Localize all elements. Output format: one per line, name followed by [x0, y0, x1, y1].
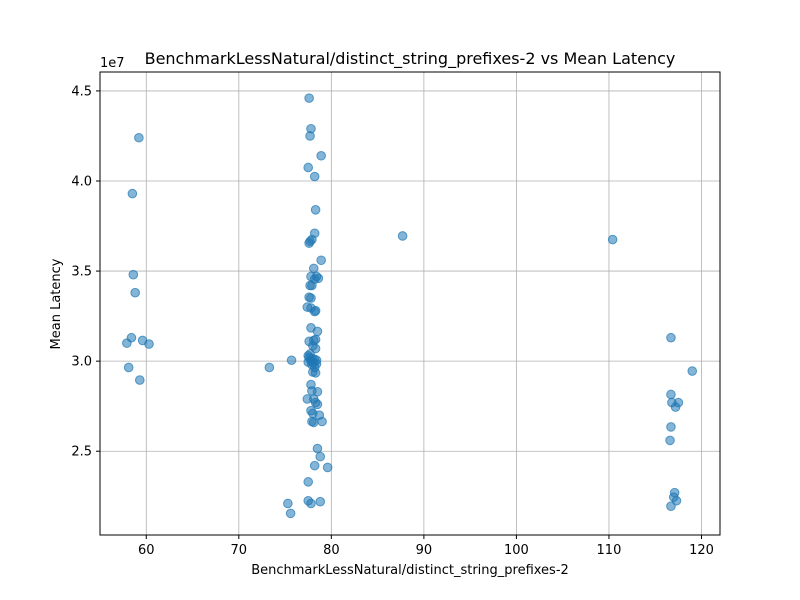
y-tick-label: 4.0: [71, 174, 92, 189]
data-point: [312, 326, 323, 337]
data-point: [309, 171, 320, 182]
data-point: [666, 501, 676, 511]
y-axis-offset-label: 1e7: [100, 56, 125, 71]
data-point: [306, 498, 316, 509]
x-tick-label: 90: [416, 543, 433, 558]
x-tick-label: 100: [504, 543, 529, 558]
data-point: [303, 477, 314, 487]
data-point: [607, 234, 618, 245]
data-point: [122, 338, 132, 348]
data-point: [144, 339, 154, 349]
data-point: [310, 305, 321, 316]
y-tick-label: 3.0: [71, 355, 92, 370]
data-point: [128, 269, 139, 280]
data-point: [134, 132, 144, 143]
data-point: [310, 205, 321, 215]
data-point: [665, 435, 675, 446]
axis-ticks: 60 70 80 90 100 110 120 2.5 3.0 3.5 4.0 4.5: [71, 84, 714, 558]
data-point: [666, 332, 676, 343]
data-point: [123, 362, 134, 373]
x-tick-label: 110: [597, 543, 622, 558]
data-point: [283, 498, 293, 509]
data-point: [130, 287, 140, 298]
x-tick-label: 80: [323, 543, 340, 558]
chart-title: BenchmarkLessNatural/distinct_string_pre…: [145, 49, 676, 69]
grid-lines: [100, 72, 720, 535]
x-tick-label: 70: [231, 543, 248, 558]
y-tick-label: 2.5: [71, 445, 92, 460]
data-point: [286, 355, 297, 366]
data-point: [305, 236, 315, 247]
data-point: [322, 462, 333, 473]
data-point: [307, 280, 317, 291]
data-point: [312, 399, 323, 410]
data-point: [307, 386, 317, 396]
plot-frame: [99, 71, 721, 536]
data-point: [308, 417, 319, 428]
x-axis-label: BenchmarkLessNatural/distinct_string_pre…: [251, 563, 569, 578]
data-point: [670, 402, 681, 412]
data-point: [309, 460, 320, 471]
y-axis-label: Mean Latency: [49, 258, 64, 349]
data-point: [304, 93, 314, 103]
data-point: [306, 293, 316, 303]
data-point: [127, 188, 138, 199]
data-point: [134, 375, 145, 385]
data-point: [316, 255, 326, 266]
x-tick-label: 60: [138, 543, 155, 558]
y-tick-label: 3.5: [71, 265, 92, 280]
data-point: [687, 366, 698, 376]
data-point: [310, 368, 321, 378]
data-point: [315, 451, 326, 462]
data-point: [666, 422, 676, 432]
data-point: [316, 150, 326, 161]
data-point: [308, 263, 319, 274]
data-point: [666, 389, 676, 400]
data-point: [264, 362, 275, 373]
data-point: [305, 131, 315, 141]
data-point: [303, 162, 314, 173]
data-point: [317, 416, 327, 427]
data-point: [315, 496, 326, 507]
data-point: [397, 231, 408, 241]
y-tick-label: 4.5: [71, 84, 92, 99]
data-point: [285, 508, 296, 519]
data-point: [312, 443, 323, 454]
data-points: [122, 93, 698, 519]
x-tick-label: 120: [689, 543, 714, 558]
